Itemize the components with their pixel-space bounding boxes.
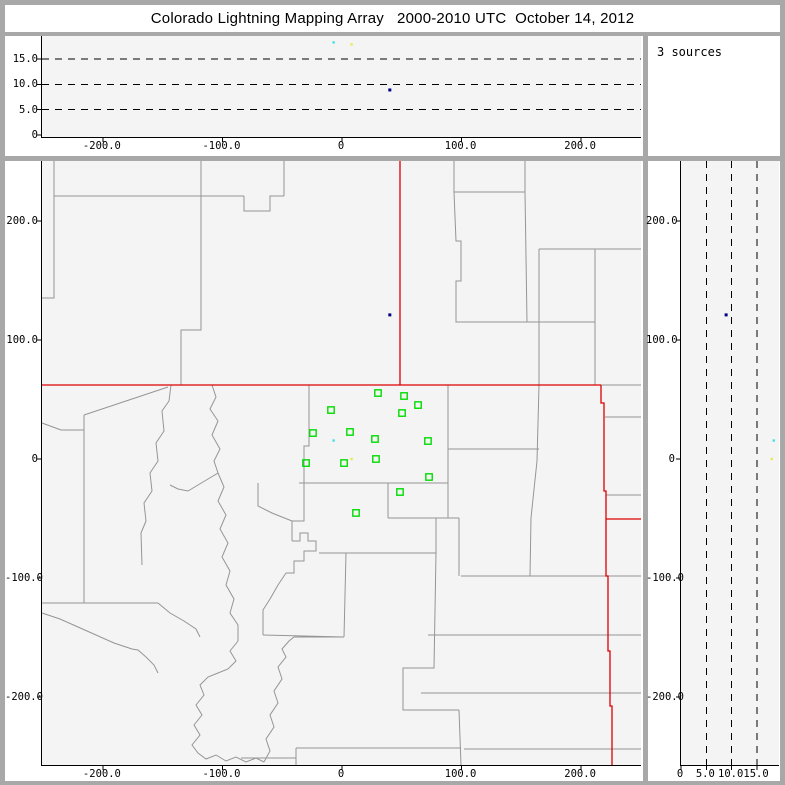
alt-ew-ytick-label: 5.0 [19, 103, 38, 116]
lma-station-marker [400, 392, 408, 400]
plan-view-plot-area[interactable] [37, 161, 641, 770]
map-xtick-label: 100.0 [444, 768, 477, 780]
altitude-ew-plot-area[interactable] [37, 36, 641, 142]
altitude-ns-plot-area[interactable] [676, 161, 779, 770]
alt-ns-ytick-label: -100.0 [646, 572, 684, 585]
alt-ns-ytick-label: 100.0 [646, 333, 678, 346]
map-xtick-label: 0 [337, 768, 345, 780]
lma-station-marker [374, 389, 382, 397]
window-title: Colorado Lightning Mapping Array 2000-20… [5, 5, 780, 32]
alt-ns-ytick-label: -200.0 [646, 691, 684, 704]
map-ytick-label: 200.0 [6, 214, 38, 227]
alt-ns-xtick-label: 0 [676, 768, 684, 780]
lma-station-marker [309, 429, 317, 437]
map-ytick-label: -100.0 [5, 572, 43, 585]
sources-count-label: 3 sources [657, 45, 723, 59]
lma-station-marker [414, 401, 422, 409]
plan-view-panel: 200.0 100.0 0 -100.0 -200.0 -200.0 -100.0 0 100.… [5, 161, 643, 781]
alt-ew-ytick-label: 10.0 [12, 78, 38, 91]
map-xtick-label: 200.0 [564, 768, 596, 780]
lma-station-marker [352, 509, 360, 517]
alt-ew-ytick-label: 0 [31, 129, 38, 141]
alt-ns-ytick-label: 0 [668, 453, 675, 465]
map-ytick-label: -200.0 [5, 691, 43, 704]
lma-station-marker [346, 428, 354, 436]
altitude-ew-plot-svg [37, 41, 641, 142]
map-ytick-label: 100.0 [6, 333, 38, 346]
map-xtick-label: -200.0 [82, 768, 121, 780]
lma-station-marker [340, 459, 348, 467]
lma-station-marker [424, 437, 432, 445]
alt-ns-xtick-label: 10.0 [718, 768, 744, 780]
alt-ew-xtick-label: 200.0 [564, 140, 596, 152]
lma-station-marker [371, 435, 379, 443]
altitude-ns-panel: 0 5.0 10.0 15.0 200.0 100.0 0 -100.0 -200.0 [646, 161, 780, 781]
lma-station-marker [425, 473, 433, 481]
map-xtick-label: -100.0 [202, 768, 241, 780]
alt-ns-xtick-label: 15.0 [743, 768, 769, 780]
map-ytick-label: 0 [31, 453, 38, 465]
altitude-ns-plot-svg [676, 161, 775, 770]
alt-ew-xtick-label: -100.0 [202, 140, 241, 152]
alt-ew-xtick-label: 0 [337, 140, 345, 152]
lma-station-marker [327, 406, 335, 414]
lma-station-marker [396, 488, 404, 496]
alt-ew-ytick-label: 15.0 [12, 53, 38, 66]
altitude-ew-panel: 0 5.0 10.0 15.0 -200.0 -100.0 0 100.0 200.0 [5, 36, 643, 156]
lma-station-marker [398, 409, 406, 417]
lma-station-marker [302, 459, 310, 467]
alt-ew-xtick-label: -200.0 [82, 140, 121, 152]
alt-ns-xtick-label: 5.0 [695, 768, 715, 780]
alt-ns-ytick-label: 200.0 [646, 214, 678, 227]
alt-ew-xtick-label: 100.0 [444, 140, 477, 152]
lma-station-marker [372, 455, 380, 463]
plan-view-map-svg [37, 161, 641, 770]
sources-count-box: 3 sources [648, 36, 780, 156]
